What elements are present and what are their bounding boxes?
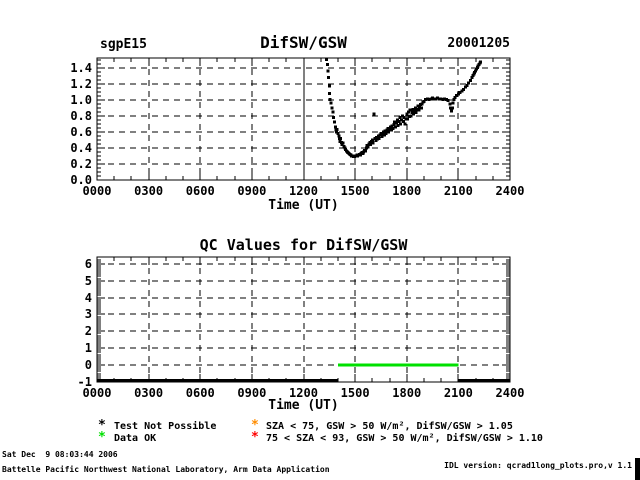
y-tick-label: 1.2 [70,76,92,91]
y-tick-label: 6 [84,256,92,271]
legend-label-data-ok: Data OK [114,433,157,444]
date-label: 20001205 [447,36,510,51]
legend-marker-sza75: * [251,418,259,433]
footer-version-info: IDL version: qcrad1long_plots.pro,v 1.1 … [382,446,632,480]
y-tick-label: 4 [84,290,92,305]
idl-version-line: IDL version: qcrad1long_plots.pro,v 1.1 [444,460,632,470]
x-tick-label: 0300 [134,184,164,198]
x-tick-label: 0000 [82,184,112,198]
y-tick-label: 0.8 [70,108,92,123]
footer-organization: Battelle Pacific Northwest National Labo… [2,465,330,474]
footer-timestamp: Sat Dec 9 08:03:44 2006 [2,450,118,459]
x-tick-label: 0000 [82,386,112,400]
y-tick-label: 0.4 [70,140,92,155]
x-tick-label: 2400 [495,386,525,400]
x-tick-label: 1200 [289,184,318,198]
legend-marker-sza93: * [251,430,259,445]
x-tick-label: 1800 [392,386,422,400]
legend-marker-test-not-possible: * [98,418,106,433]
y-tick-label: 3 [84,307,92,322]
y-tick-label: 0.0 [70,173,92,187]
qc-xaxis-title: Time (UT) [268,398,339,413]
y-tick-label: 5 [84,273,92,288]
y-tick-label: 1 [84,341,92,356]
y-tick-label: 1.4 [70,60,92,75]
y-tick-label: 0.2 [70,156,92,171]
x-tick-label: 2100 [443,386,473,400]
x-tick-label: 1200 [289,386,318,400]
y-tick-label: -1 [77,375,92,389]
x-tick-label: 1500 [340,184,370,198]
y-tick-label: 0 [84,358,92,373]
x-tick-label: 2100 [443,184,473,198]
legend-marker-data-ok: * [98,430,106,445]
top-chart-title: DifSW/GSW [260,33,347,52]
legend-label-test-not-possible: Test Not Possible [114,421,217,432]
x-tick-label: 0900 [237,184,267,198]
site-label: sgpE15 [100,37,147,52]
x-tick-label: 0900 [237,386,267,400]
legend-label-sza75: SZA < 75, GSW > 50 W/m², DifSW/GSW > 1.0… [266,421,513,432]
cursor-bar [635,458,640,480]
top-xaxis-title: Time (UT) [268,198,339,213]
qc-chart-title: QC Values for DifSW/GSW [199,236,408,254]
x-tick-label: 0600 [185,386,215,400]
x-tick-label: 2400 [495,184,525,198]
x-tick-label: 0300 [134,386,164,400]
x-tick-label: 1800 [392,184,422,198]
legend-label-sza93: 75 < SZA < 93, GSW > 50 W/m², DifSW/GSW … [266,433,543,444]
y-tick-label: 2 [84,324,92,339]
y-tick-label: 1.0 [70,92,92,107]
x-tick-label: 1500 [340,386,370,400]
y-tick-label: 0.6 [70,124,92,139]
x-tick-label: 0600 [185,184,215,198]
